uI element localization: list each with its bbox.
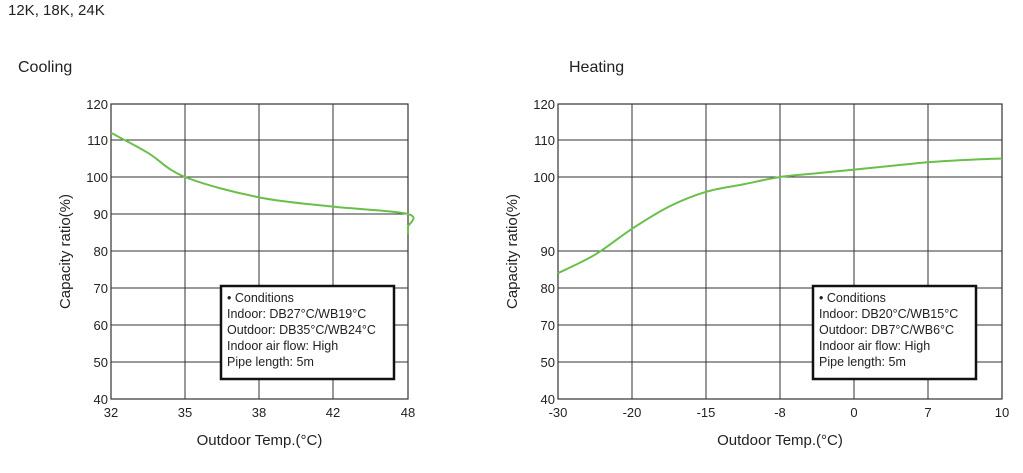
cooling-chart: 40 50 60 70 80 90 100 110 120 32 35 38 42 48 Outdoor T…: [57, 97, 415, 449]
heating-series-line-0: [557, 157, 1003, 275]
cooling-xtick-label-0: 32: [104, 405, 118, 420]
cooling-chart-title: Cooling: [18, 59, 73, 76]
heating-conditions-box: [811, 284, 978, 381]
heating-xtick-label-2: -15: [697, 405, 716, 420]
heating-chart: 40 50 70 80 90 100 110 120 -30 -20 -15 -8 0 7 10 Outdoo…: [504, 97, 1009, 449]
heating-xtick-label-3: -8: [774, 405, 786, 420]
cooling-conditions-line-3: Indoor air flow: High: [227, 339, 338, 353]
heating-ytick-label-100: 100: [533, 170, 555, 185]
cooling-conditions-box: [219, 284, 396, 381]
heating-chart-title: Heating: [569, 59, 625, 76]
cooling-xtick-label-1: 35: [178, 405, 192, 420]
heating-ytick-label-90: 90: [541, 244, 555, 259]
cooling-ytick-label-100: 100: [86, 170, 108, 185]
heating-xtick-label-0: -30: [549, 405, 568, 420]
heating-conditions-line-2: Outdoor: DB7°C/WB6°C: [819, 323, 954, 337]
cooling-ytick-label-40: 40: [94, 392, 108, 407]
cooling-ytick-label-70: 70: [94, 281, 108, 296]
cooling-xtick-label-3: 42: [326, 405, 340, 420]
heating-y-axis-label: Capacity ratio(%): [504, 194, 521, 309]
heating-xtick-label-4: 0: [850, 405, 857, 420]
cooling-ytick-label-120: 120: [86, 97, 108, 112]
cooling-ytick-label-50: 50: [94, 355, 108, 370]
heating-ytick-label-110: 110: [534, 133, 555, 148]
heating-ytick-label-70: 70: [541, 318, 555, 333]
heating-ytick-label-50: 50: [541, 355, 555, 370]
heating-x-axis-label: Outdoor Temp.(°C): [717, 432, 843, 449]
heating-conditions-line-4: Pipe length: 5m: [819, 355, 906, 369]
heating-ytick-label-80: 80: [541, 281, 555, 296]
cooling-conditions-line-1: Indoor: DB27°C/WB19°C: [227, 307, 366, 321]
cooling-plot-frame: [110, 103, 409, 400]
heating-ytick-label-120: 120: [533, 97, 555, 112]
cooling-x-axis-label: Outdoor Temp.(°C): [197, 432, 323, 449]
cooling-series-line-0: [110, 131, 415, 235]
heating-xtick-label-6: 10: [995, 405, 1009, 420]
heating-conditions-line-1: Indoor: DB20°C/WB15°C: [819, 307, 958, 321]
cooling-conditions-line-2: Outdoor: DB35°C/WB24°C: [227, 323, 376, 337]
cooling-conditions-line-0: • Conditions: [227, 291, 294, 305]
heating-plot-frame: [557, 103, 1003, 400]
heating-conditions-line-0: • Conditions: [819, 291, 886, 305]
cooling-ytick-label-60: 60: [94, 318, 108, 333]
heating-xtick-label-5: 7: [924, 405, 931, 420]
heating-xtick-label-1: -20: [623, 405, 642, 420]
cooling-conditions-line-4: Pipe length: 5m: [227, 355, 314, 369]
page-header: 12K, 18K, 24K: [8, 2, 105, 19]
heating-ytick-label-40: 40: [541, 392, 555, 407]
cooling-y-axis-label: Capacity ratio(%): [57, 194, 74, 309]
heating-conditions-line-3: Indoor air flow: High: [819, 339, 930, 353]
cooling-xtick-label-4: 48: [401, 405, 415, 420]
cooling-ytick-label-110: 110: [87, 133, 108, 148]
cooling-ytick-label-90: 90: [94, 207, 108, 222]
cooling-xtick-label-2: 38: [252, 405, 266, 420]
cooling-ytick-label-80: 80: [94, 244, 108, 259]
